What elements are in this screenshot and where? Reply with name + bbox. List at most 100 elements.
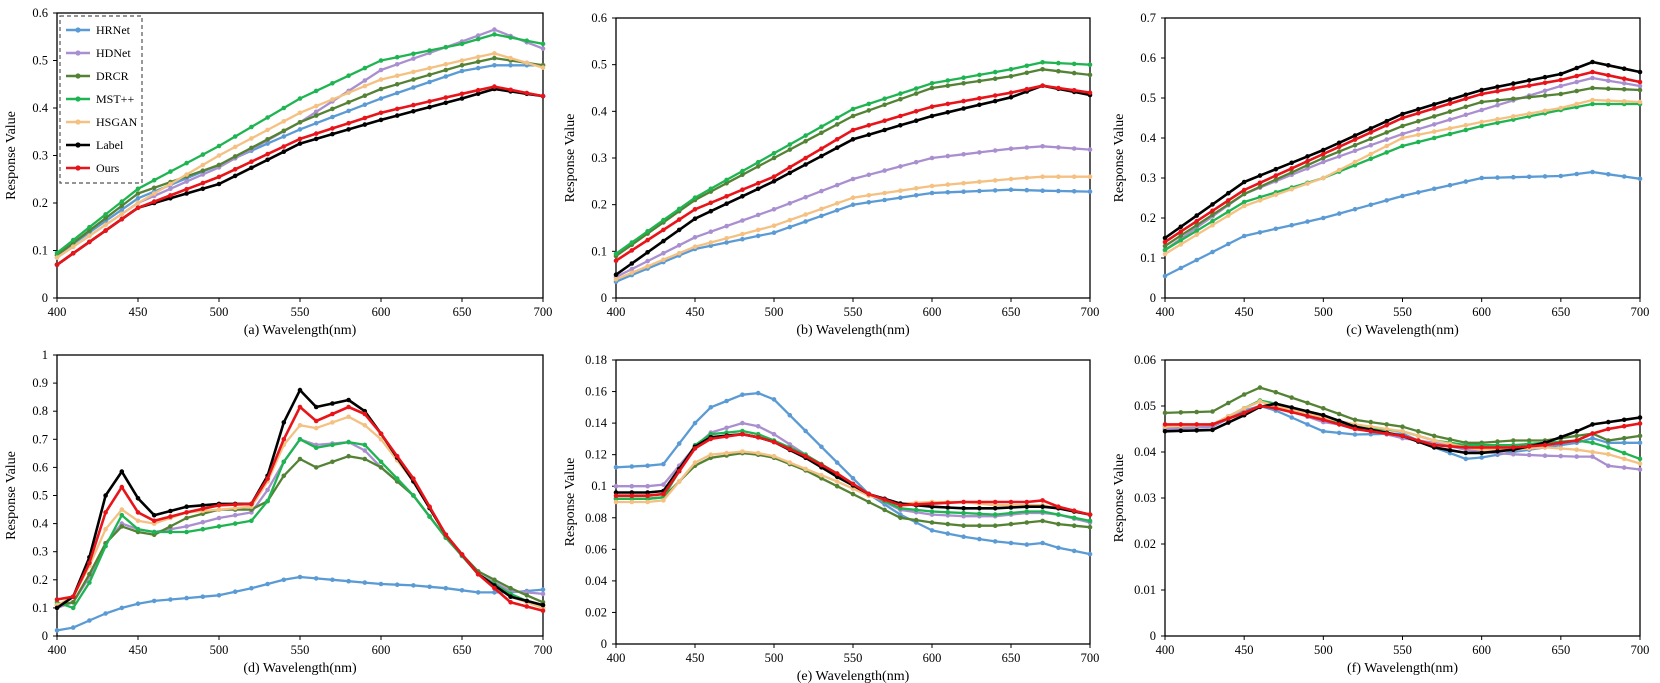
data-point — [1542, 74, 1548, 80]
data-point — [168, 508, 173, 514]
data-point — [1071, 70, 1077, 76]
data-point — [200, 180, 206, 186]
data-point — [1416, 190, 1421, 195]
data-point — [740, 236, 745, 242]
data-point — [1210, 212, 1215, 218]
data-point — [945, 521, 951, 527]
y-tick-label: 0.03 — [1134, 491, 1156, 505]
data-point — [771, 179, 777, 184]
data-point — [1024, 63, 1030, 69]
data-point — [740, 194, 745, 199]
data-point — [1447, 126, 1453, 131]
data-point — [1384, 426, 1389, 432]
data-point — [787, 412, 793, 418]
legend-label: HDNet — [96, 46, 131, 60]
data-point — [103, 526, 108, 532]
data-point — [411, 69, 416, 75]
series-line-hdnet — [615, 145, 1091, 279]
data-point — [787, 147, 793, 152]
series-hsgan — [1162, 97, 1643, 257]
data-point — [787, 201, 793, 206]
data-point — [1368, 126, 1374, 131]
data-point — [362, 411, 368, 417]
data-point — [929, 528, 935, 533]
data-point — [1056, 512, 1061, 517]
data-point — [787, 446, 793, 452]
data-point — [281, 577, 287, 583]
data-point — [913, 159, 919, 165]
data-point — [692, 195, 698, 200]
data-point — [724, 425, 729, 431]
data-point — [281, 128, 287, 134]
data-point — [1558, 105, 1564, 111]
data-point — [362, 442, 368, 448]
data-point — [1384, 118, 1389, 124]
data-point — [475, 571, 481, 577]
data-point — [427, 504, 432, 510]
data-point — [913, 507, 919, 513]
y-tick-label: 0.02 — [585, 605, 607, 619]
data-point — [1194, 409, 1199, 415]
data-point — [961, 189, 966, 194]
data-point — [362, 122, 368, 127]
data-point — [945, 531, 951, 536]
data-point — [661, 250, 666, 256]
data-point — [1289, 166, 1294, 171]
data-point — [1162, 243, 1168, 249]
data-point — [119, 216, 125, 222]
data-point — [1621, 81, 1627, 86]
data-point — [1257, 198, 1263, 203]
data-point — [119, 512, 125, 518]
data-point — [1590, 169, 1595, 175]
data-point — [724, 177, 729, 183]
data-point — [443, 44, 449, 50]
data-point — [834, 471, 840, 476]
data-point — [692, 235, 698, 240]
data-point — [819, 444, 824, 450]
data-point — [346, 73, 351, 78]
y-tick-label: 0 — [1150, 291, 1156, 305]
data-point — [1178, 410, 1184, 415]
data-point — [961, 75, 966, 80]
x-tick-label: 400 — [48, 305, 67, 319]
data-point — [119, 484, 125, 490]
data-point — [492, 63, 497, 68]
data-point — [313, 120, 319, 126]
data-point — [1495, 84, 1500, 90]
data-point — [168, 514, 173, 519]
y-axis-title: Response Value — [563, 114, 578, 203]
data-point — [977, 499, 982, 505]
data-point — [676, 468, 682, 474]
data-point — [362, 83, 368, 89]
data-point — [1178, 229, 1184, 234]
data-point — [1241, 406, 1247, 411]
data-point — [850, 137, 856, 142]
data-point — [613, 499, 619, 505]
data-point — [882, 168, 887, 173]
data-point — [1273, 389, 1279, 395]
legend-label: HRNet — [96, 23, 131, 37]
data-point — [1606, 78, 1611, 83]
data-point — [87, 233, 92, 239]
series-drcr — [54, 453, 546, 608]
series-hdnet — [1162, 75, 1643, 253]
data-point — [850, 195, 856, 200]
data-point — [1637, 440, 1643, 446]
data-point — [787, 165, 793, 170]
data-point — [977, 96, 982, 101]
data-point — [1400, 143, 1405, 149]
data-point — [265, 137, 270, 142]
data-point — [281, 420, 287, 425]
data-point — [103, 510, 108, 515]
data-point — [1087, 62, 1093, 67]
data-point — [475, 33, 481, 38]
data-point — [1321, 215, 1326, 221]
data-point — [216, 524, 222, 529]
data-point — [200, 506, 206, 512]
data-point — [1040, 504, 1045, 510]
data-point — [362, 456, 368, 462]
data-point — [1289, 160, 1294, 166]
data-point — [1305, 162, 1310, 168]
data-point — [1590, 101, 1595, 107]
data-point — [1558, 71, 1564, 77]
